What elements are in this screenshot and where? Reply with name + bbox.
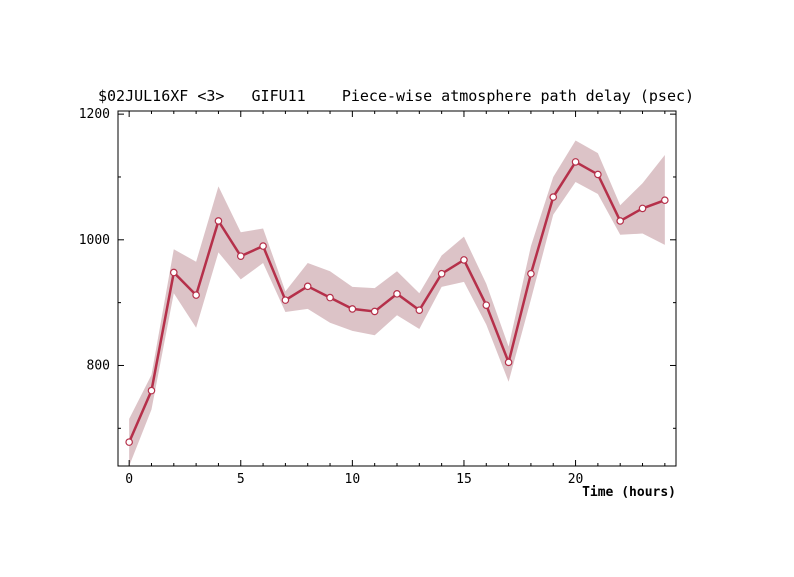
data-point [661,196,669,205]
data-point [326,293,334,302]
data-point [482,301,491,309]
y-tick-label: 1200 [79,107,110,122]
data-point [236,252,245,260]
data-point [281,296,290,304]
data-point [303,282,312,291]
axis-tick-labels: 0 5 10 15 20 800 1000 1200 [79,107,584,487]
data-point [527,269,535,278]
x-tick-label: 10 [345,472,361,487]
x-tick-label: 5 [237,472,245,487]
data-point [437,269,446,278]
chart-title: $02JUL16XF <3> GIFU11 Piece-wise atmosph… [98,87,694,105]
data-point [393,290,401,298]
x-axis-label: Time (hours) [582,485,676,500]
data-point [616,217,625,225]
uncertainty-band-layer [129,140,665,466]
x-tick-label: 20 [568,472,584,487]
y-tick-label: 1000 [79,233,110,248]
data-point [504,358,513,367]
data-point [192,291,200,299]
data-point [460,256,468,264]
data-point [415,306,424,314]
data-point [549,193,558,201]
x-tick-label: 0 [125,472,133,487]
data-point [638,204,647,213]
y-tick-label: 800 [87,358,110,373]
data-point [170,268,178,277]
data-point-layer [125,158,669,446]
data-point [147,386,156,395]
data-point [348,305,357,313]
data-point [594,170,602,179]
uncertainty-band [129,140,665,466]
data-point [370,307,379,316]
data-point [571,158,580,166]
data-point [214,217,223,225]
data-point [125,438,133,446]
data-point [259,242,267,250]
axis-ticks [118,111,676,466]
x-tick-label: 15 [456,472,472,487]
